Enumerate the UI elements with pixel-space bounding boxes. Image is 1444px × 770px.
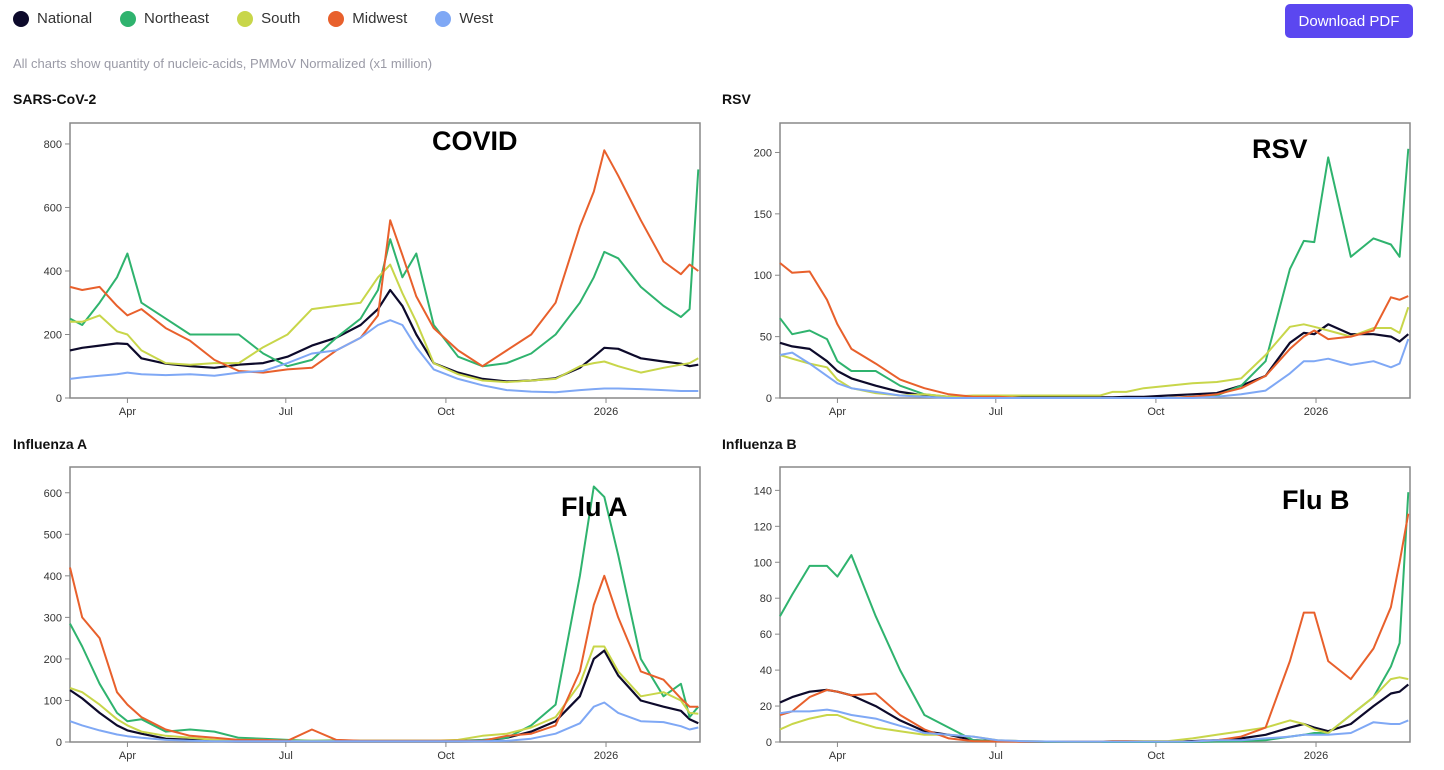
x-tick-label: 2026	[594, 406, 618, 418]
series-line-national	[69, 288, 699, 383]
y-tick-label: 20	[760, 701, 772, 713]
x-tick-label: Jul	[989, 750, 1003, 762]
x-tick-label: Oct	[1147, 750, 1164, 762]
chart-title-rsv: RSV	[722, 91, 751, 107]
influenza-a-chart: 0 100 200 300 400 500 600 Apr Jul Oct 2026 Flu A	[44, 466, 701, 762]
rsv-chart: 0 50 100 150 200 Apr Jul Oct 2026 RSV	[754, 122, 1411, 418]
influenza-b-chart: 0 20 40 60 80 100 120 140 Apr Jul Oct 2026 Flu B	[754, 466, 1411, 762]
chart-title-sars-cov-2: SARS-CoV-2	[13, 91, 97, 107]
midwest-dot-icon	[328, 10, 345, 27]
series-line-midwest	[779, 262, 1409, 399]
x-tick-label: Oct	[437, 406, 454, 418]
y-tick-label: 200	[44, 329, 62, 341]
series-line-south	[70, 263, 699, 384]
y-tick-label: 50	[760, 332, 772, 344]
y-tick-label: 400	[44, 266, 62, 278]
y-tick-label: 100	[754, 557, 772, 569]
units-note: All charts show quantity of nucleic-acid…	[13, 56, 433, 71]
y-tick-label: 40	[760, 665, 772, 677]
chart-annotation: Flu B	[1282, 485, 1350, 515]
x-tick-label: 2026	[1304, 750, 1328, 762]
x-tick-label: Apr	[829, 406, 846, 418]
y-tick-label: 0	[766, 737, 772, 749]
legend-label: West	[459, 10, 494, 27]
chart-annotation: RSV	[1252, 134, 1308, 164]
y-tick-label: 300	[44, 612, 62, 624]
download-pdf-button[interactable]: Download PDF	[1285, 4, 1413, 38]
chart-title-influenza-a: Influenza A	[13, 436, 88, 452]
series-line-west	[779, 708, 1409, 743]
x-tick-label: Oct	[437, 750, 454, 762]
y-tick-label: 600	[44, 202, 62, 214]
series-line-south	[779, 306, 1410, 398]
legend-item-midwest[interactable]: Midwest	[328, 10, 407, 27]
series-line-south	[69, 645, 699, 742]
series-line-south	[779, 676, 1409, 743]
northeast-dot-icon	[120, 10, 137, 27]
plot-frame	[779, 122, 1411, 399]
x-tick-label: Jul	[279, 750, 293, 762]
x-tick-label: Oct	[1147, 406, 1164, 418]
y-tick-label: 200	[754, 147, 772, 159]
y-tick-label: 200	[44, 654, 62, 666]
y-tick-label: 400	[44, 571, 62, 583]
series-line-west	[779, 338, 1410, 399]
y-tick-label: 100	[44, 695, 62, 707]
y-tick-label: 0	[766, 393, 772, 405]
x-tick-label: 2026	[1304, 406, 1328, 418]
series-line-west	[69, 319, 699, 394]
y-tick-label: 120	[754, 521, 772, 533]
series-line-west	[69, 701, 699, 743]
y-tick-label: 60	[760, 629, 772, 641]
y-tick-label: 800	[44, 139, 62, 151]
x-tick-label: Apr	[119, 750, 136, 762]
legend-label: Midwest	[352, 10, 408, 27]
y-tick-label: 500	[44, 529, 62, 541]
x-tick-label: Apr	[829, 750, 846, 762]
legend-item-west[interactable]: West	[435, 10, 493, 27]
y-tick-label: 600	[44, 488, 62, 500]
sars-cov-2-chart: 0 200 400 600 800 Apr Jul Oct 2026 COVID	[44, 122, 701, 418]
national-dot-icon	[13, 10, 29, 27]
legend: National Northeast South Midwest West	[13, 10, 521, 27]
chart-annotation: Flu A	[561, 492, 628, 522]
y-tick-label: 100	[754, 270, 772, 282]
y-tick-label: 0	[56, 737, 62, 749]
legend-item-northeast[interactable]: Northeast	[120, 10, 209, 27]
series-line-northeast	[69, 169, 700, 368]
series-line-midwest	[779, 513, 1410, 743]
chart-title-influenza-b: Influenza B	[722, 436, 797, 452]
y-tick-label: 150	[754, 209, 772, 221]
y-tick-label: 80	[760, 593, 772, 605]
x-tick-label: 2026	[594, 750, 618, 762]
y-tick-label: 0	[56, 393, 62, 405]
legend-item-national[interactable]: National	[13, 10, 92, 27]
legend-item-south[interactable]: South	[237, 10, 300, 27]
series-line-midwest	[69, 567, 699, 742]
y-tick-label: 140	[754, 485, 772, 497]
series-line-midwest	[69, 149, 699, 374]
x-tick-label: Apr	[119, 406, 136, 418]
legend-label: National	[37, 10, 93, 27]
south-dot-icon	[237, 10, 254, 27]
legend-label: Northeast	[144, 10, 210, 27]
x-tick-label: Jul	[279, 406, 293, 418]
legend-label: South	[261, 10, 301, 27]
west-dot-icon	[435, 10, 452, 27]
series-line-national	[69, 649, 699, 743]
chart-annotation: COVID	[432, 126, 518, 156]
plot-frame	[69, 122, 701, 399]
x-tick-label: Jul	[989, 406, 1003, 418]
